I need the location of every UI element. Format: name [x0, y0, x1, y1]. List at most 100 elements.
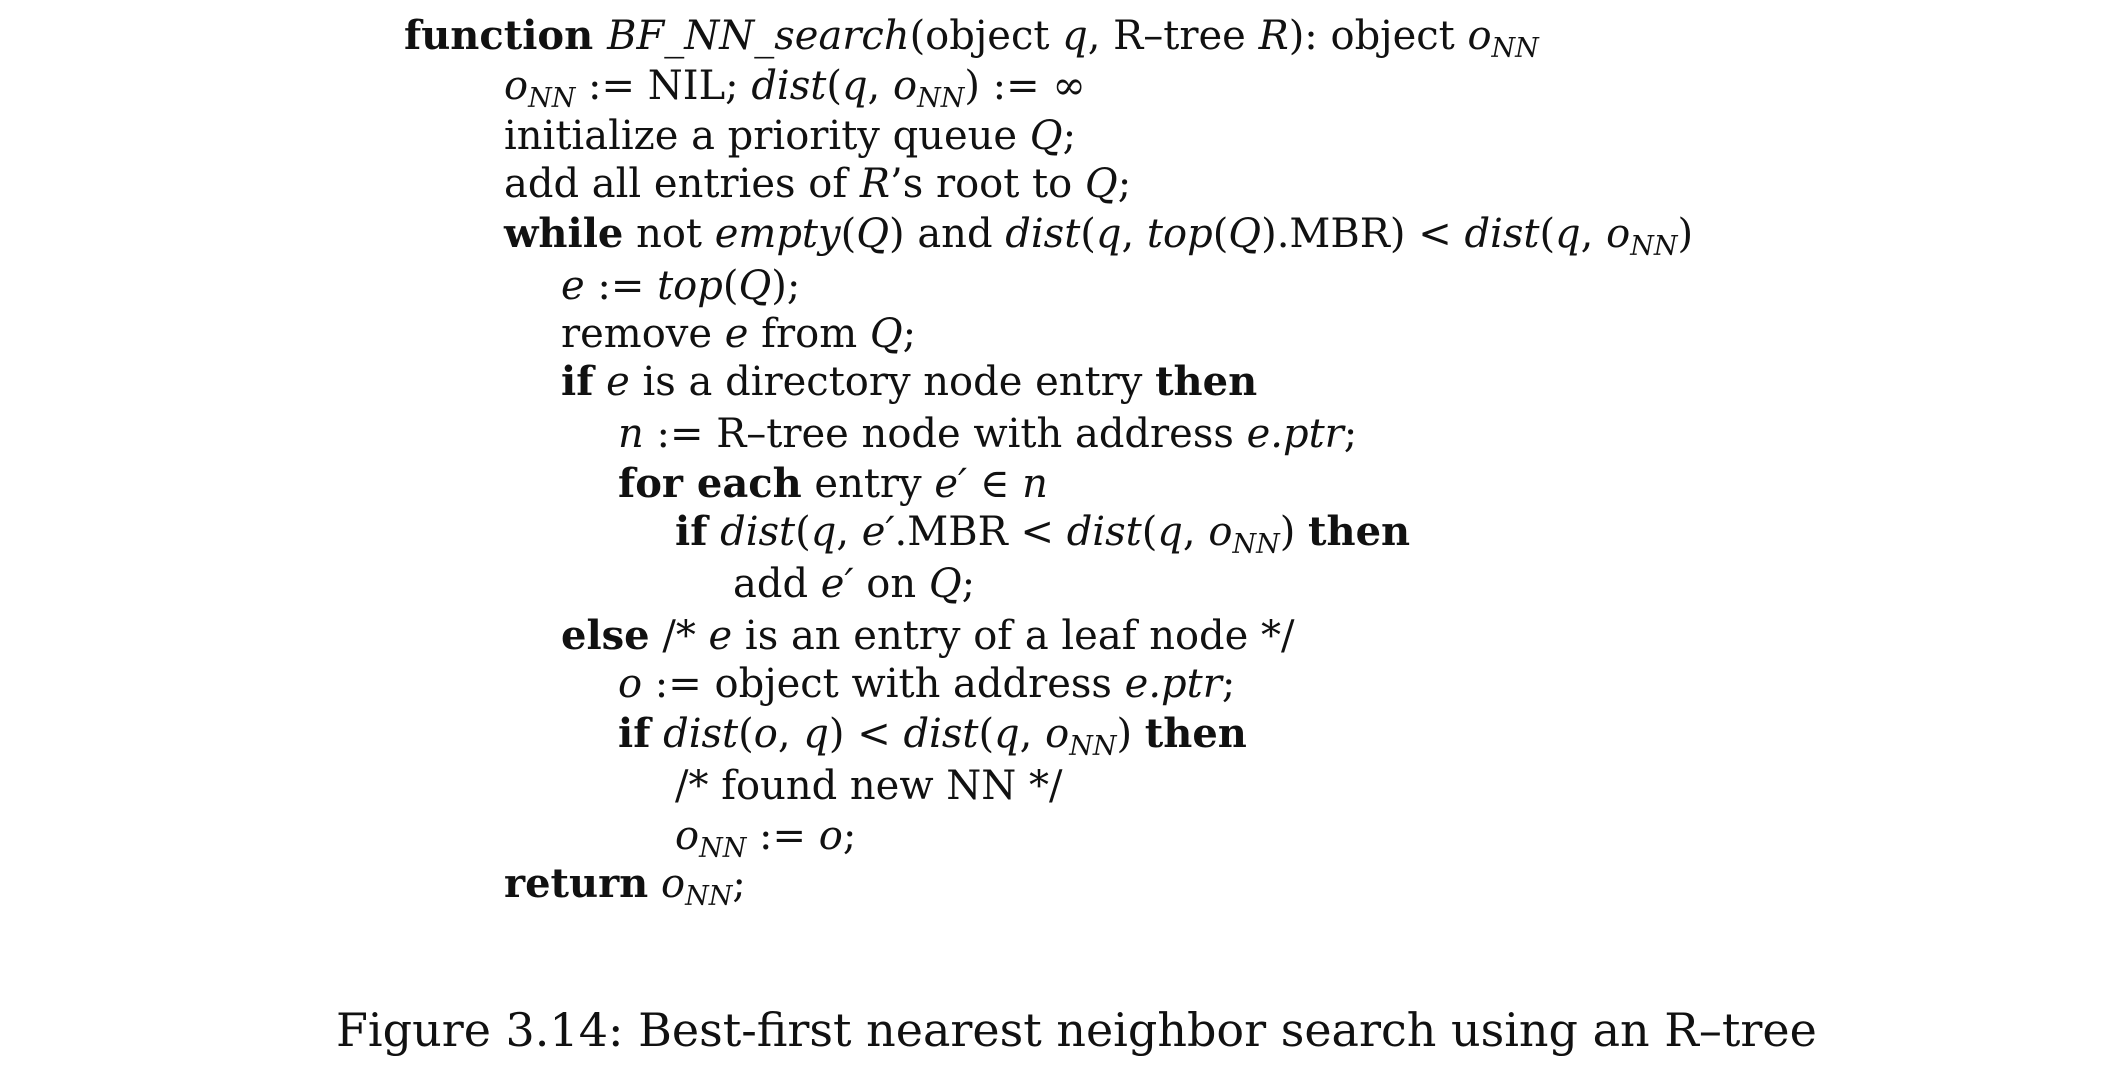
code-token: Q: [1084, 161, 1118, 207]
code-token: e: [724, 311, 749, 357]
figure-caption: Figure 3.14: Best-first nearest neighbor…: [336, 1003, 1817, 1057]
code-token: q: [1555, 211, 1581, 257]
code-line: for each entry e′ ∈ n: [618, 460, 1048, 508]
code-token: q: [803, 711, 829, 757]
code-token: q: [810, 509, 837, 555]
code-token: o: [1208, 509, 1233, 555]
code-token: ) and: [889, 211, 1006, 257]
code-keyword: then: [1308, 508, 1411, 555]
code-token: ): [1116, 711, 1145, 757]
code-token: ,: [1121, 211, 1147, 257]
code-token: dist: [1464, 211, 1540, 257]
code-token: dist: [720, 509, 796, 555]
code-token: o: [1045, 711, 1070, 757]
code-token: (: [978, 711, 995, 757]
code-token: .MBR <: [894, 509, 1067, 555]
code-token: is a directory node entry: [629, 359, 1156, 405]
code-token: ,: [1580, 211, 1607, 257]
code-token: ,: [836, 509, 862, 555]
code-token: R: [1258, 13, 1289, 59]
code-token: (: [840, 211, 857, 257]
code-token: e′: [820, 561, 854, 607]
code-token: not: [623, 211, 715, 257]
code-keyword: return: [504, 860, 649, 907]
code-token: ∈: [967, 461, 1023, 507]
code-token: o: [1467, 13, 1492, 59]
code-token: /* found new NN */: [675, 763, 1063, 809]
code-token: ).MBR) <: [1261, 211, 1465, 257]
code-token: e′: [861, 509, 895, 555]
code-subscript: NN: [1630, 231, 1678, 262]
code-keyword: if: [675, 508, 708, 555]
code-line: o := object with address e.ptr;: [618, 660, 1235, 708]
code-token: o: [675, 813, 700, 859]
code-token: (: [1141, 509, 1158, 555]
code-token: o: [660, 861, 686, 907]
code-subscript: NN: [699, 833, 747, 864]
algorithm-pseudocode: function BF_NN_search(object q, R–tree R…: [404, 12, 1693, 912]
code-token: on: [853, 561, 929, 607]
code-keyword: function: [404, 12, 608, 59]
code-token: q: [1157, 509, 1183, 555]
code-line: return oNN;: [504, 860, 746, 912]
code-token: Q: [1029, 113, 1063, 159]
code-token: add: [733, 561, 821, 607]
code-subscript: NN: [1491, 33, 1539, 64]
code-token: ) := ∞: [964, 63, 1086, 109]
code-token: dist: [751, 63, 827, 109]
code-token: top: [657, 263, 723, 309]
code-token: e: [606, 359, 630, 405]
code-token: o: [504, 63, 529, 109]
code-token: := object with address: [642, 661, 1125, 707]
code-token: := NIL;: [575, 63, 752, 109]
code-subscript: NN: [685, 881, 733, 912]
code-token: o: [1606, 211, 1631, 257]
code-token: :=: [746, 813, 819, 859]
code-token: top: [1146, 211, 1213, 257]
code-token: ,: [1019, 711, 1046, 757]
code-token: ) <: [828, 711, 904, 757]
code-token: ;: [1062, 113, 1077, 159]
code-token: ;: [732, 861, 746, 907]
code-line: oNN := o;: [675, 812, 857, 864]
code-token: [707, 509, 720, 555]
code-token: [650, 711, 663, 757]
code-token: dist: [663, 711, 739, 757]
code-token: e: [561, 263, 585, 309]
code-token: empty: [714, 211, 841, 257]
code-keyword: then: [1144, 710, 1247, 757]
code-token: Q: [869, 311, 903, 357]
code-token: q: [994, 711, 1020, 757]
code-token: q: [841, 63, 868, 109]
code-token: o: [753, 711, 778, 757]
code-token: /*: [649, 613, 709, 659]
code-token: );: [771, 263, 801, 309]
code-token: add all entries of: [504, 161, 860, 207]
code-line: add e′ on Q;: [733, 560, 975, 608]
code-token: ;: [842, 813, 857, 859]
code-token: ,: [777, 711, 804, 757]
code-token: initialize a priority queue: [504, 113, 1030, 159]
code-token: dist: [1005, 211, 1081, 257]
code-token: o: [892, 63, 918, 109]
code-token: Q: [738, 263, 772, 309]
code-token: dist: [1066, 509, 1142, 555]
code-line: n := R–tree node with address e.ptr;: [618, 410, 1357, 458]
code-token: e.ptr: [1124, 661, 1222, 707]
code-token: ,: [1182, 509, 1209, 555]
code-token: := R–tree node with address: [643, 411, 1247, 457]
code-token: (: [722, 263, 739, 309]
code-token: remove: [561, 311, 725, 357]
code-keyword: for each: [618, 460, 802, 507]
code-token: (: [826, 63, 842, 109]
code-token: (: [738, 711, 754, 757]
code-token: R: [859, 161, 890, 207]
code-token: [648, 861, 661, 907]
code-token: ;: [961, 561, 976, 607]
code-token: e: [708, 613, 733, 659]
code-token: dist: [903, 711, 979, 757]
code-line: add all entries of R’s root to Q;: [504, 160, 1131, 208]
code-token: :=: [584, 263, 658, 309]
code-token: [593, 359, 606, 405]
code-token: ): [1279, 509, 1309, 555]
